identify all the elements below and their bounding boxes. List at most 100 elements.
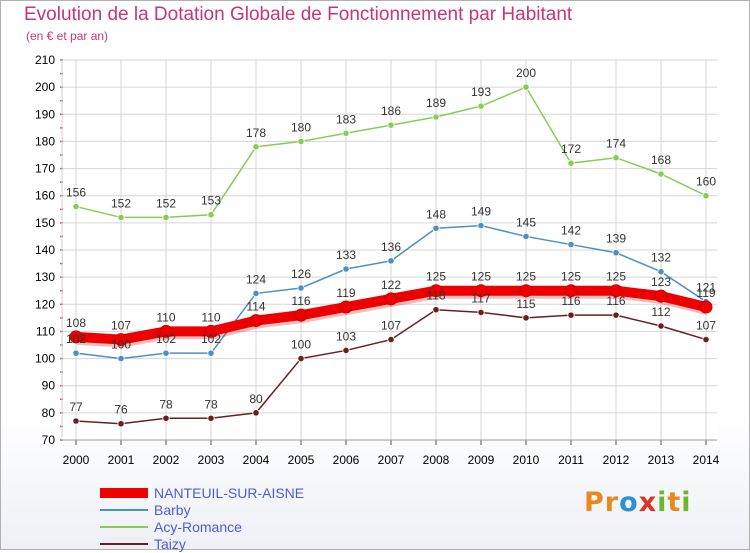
- data-point: [114, 333, 128, 347]
- data-point: [477, 102, 485, 110]
- data-point: [252, 289, 260, 298]
- data-point: [657, 268, 665, 276]
- data-label: 112: [651, 305, 670, 319]
- data-label: 117: [471, 291, 490, 305]
- y-tick-label: 210: [35, 53, 55, 67]
- y-tick-label: 200: [35, 80, 55, 94]
- data-point: [522, 314, 530, 322]
- proxiti-logo: Proxiti: [584, 487, 692, 518]
- data-point: [117, 420, 125, 428]
- data-label: 172: [561, 142, 581, 156]
- data-point: [657, 170, 665, 178]
- data-label: 186: [381, 104, 401, 118]
- legend-label: Barby: [154, 502, 191, 518]
- chart-subtitle: (en € et par an): [26, 29, 109, 43]
- data-point: [207, 349, 215, 357]
- data-label: 121: [696, 281, 716, 295]
- data-label: 119: [696, 286, 715, 300]
- data-point: [294, 308, 308, 322]
- data-label: 102: [156, 332, 176, 346]
- data-point: [339, 300, 353, 314]
- data-label: 110: [156, 310, 175, 324]
- data-label: 76: [114, 403, 128, 417]
- data-label: 142: [561, 224, 581, 238]
- legend-swatch: [100, 488, 148, 498]
- data-point: [567, 240, 575, 249]
- data-point: [297, 354, 305, 363]
- y-tick-label: 100: [35, 352, 55, 366]
- y-tick-label: 180: [35, 134, 55, 148]
- data-point: [702, 335, 710, 344]
- data-label: 136: [381, 240, 401, 254]
- data-label: 149: [471, 205, 491, 219]
- x-tick-label: 2002: [153, 453, 180, 467]
- data-point: [387, 335, 395, 344]
- data-label: 114: [246, 300, 265, 314]
- data-point: [564, 284, 578, 298]
- data-label: 183: [336, 112, 356, 126]
- x-tick-label: 2012: [603, 453, 630, 467]
- data-point: [117, 213, 125, 222]
- data-point: [252, 409, 260, 417]
- data-label: 80: [249, 392, 263, 406]
- data-point: [117, 354, 125, 363]
- data-point: [162, 349, 170, 357]
- data-point: [699, 300, 713, 314]
- data-label: 100: [291, 338, 311, 352]
- data-label: 156: [66, 186, 86, 200]
- data-label: 119: [336, 286, 355, 300]
- data-point: [567, 311, 575, 319]
- data-label: 125: [561, 270, 581, 284]
- y-tick-label: 110: [36, 324, 55, 338]
- data-label: 108: [66, 316, 86, 330]
- data-label: 148: [426, 207, 446, 221]
- logo-letter: P: [584, 487, 605, 518]
- data-point: [204, 324, 218, 338]
- data-label: 102: [201, 332, 221, 346]
- logo-letter: x: [638, 487, 658, 518]
- data-label: 124: [246, 272, 266, 286]
- data-point: [207, 414, 215, 422]
- data-point: [477, 308, 485, 317]
- data-point: [342, 346, 350, 355]
- data-label: 125: [471, 270, 491, 284]
- data-point: [612, 311, 620, 319]
- data-point: [297, 137, 305, 146]
- data-point: [609, 284, 623, 298]
- legend-label: NANTEUIL-SUR-AISNE: [154, 485, 305, 501]
- x-tick-label: 2004: [243, 453, 270, 467]
- data-point: [387, 257, 395, 265]
- data-label: 168: [651, 153, 671, 167]
- data-label: 125: [516, 270, 536, 284]
- data-label: 107: [111, 319, 131, 333]
- y-tick-label: 130: [35, 270, 55, 284]
- data-point: [657, 322, 665, 330]
- data-point: [72, 417, 80, 425]
- x-tick-label: 2009: [468, 453, 495, 467]
- data-point: [432, 306, 440, 314]
- data-label: 189: [426, 96, 446, 110]
- legend-label: Taizy: [154, 536, 186, 552]
- data-label: 102: [66, 332, 86, 346]
- data-point: [474, 284, 488, 298]
- data-label: 78: [204, 397, 218, 411]
- data-point: [522, 232, 530, 241]
- data-point: [477, 221, 485, 230]
- y-tick-label: 170: [35, 162, 55, 176]
- x-tick-label: 2014: [693, 453, 720, 467]
- data-point: [207, 211, 215, 219]
- data-point: [159, 324, 173, 338]
- data-point: [384, 292, 398, 306]
- data-label: 125: [606, 270, 626, 284]
- data-label: 145: [516, 215, 536, 229]
- data-label: 193: [471, 85, 491, 99]
- y-tick-label: 80: [42, 406, 56, 420]
- data-point: [342, 265, 350, 273]
- data-label: 116: [561, 294, 580, 308]
- logo-letter: r: [604, 487, 620, 518]
- y-tick-label: 150: [35, 216, 55, 230]
- x-tick-label: 2000: [63, 453, 90, 467]
- data-point: [612, 249, 620, 257]
- data-label: 115: [516, 297, 535, 311]
